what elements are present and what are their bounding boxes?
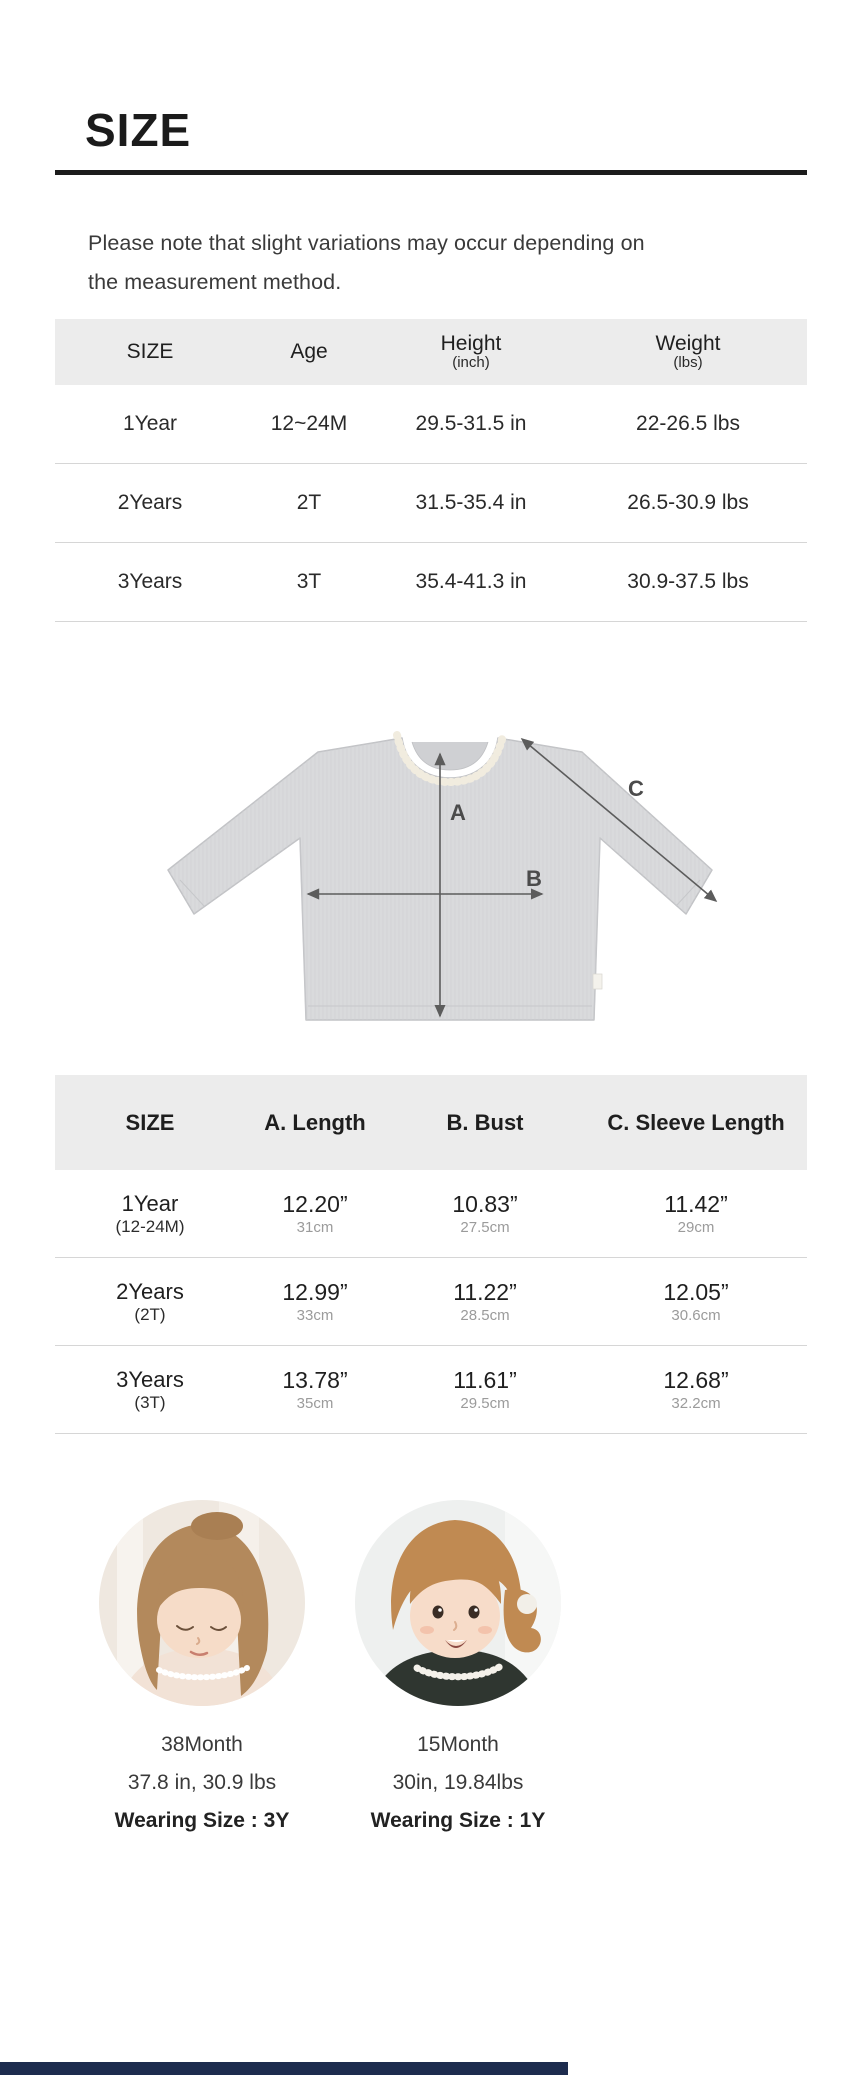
cell-sleeve: 12.68” 32.2cm — [585, 1345, 807, 1434]
cell-age: 3T — [245, 542, 373, 622]
next-section-bar — [0, 2062, 568, 2075]
measurement-table: SIZE A. Length B. Bust C. Sleeve Length … — [55, 1075, 807, 1434]
cell-age: 12~24M — [245, 385, 373, 464]
col-size: SIZE — [55, 319, 245, 385]
table-row: 1Year (12-24M) 12.20” 31cm 10.83” 27.5cm… — [55, 1170, 807, 1258]
table-row: 3Years 3T 35.4-41.3 in 30.9-37.5 lbs — [55, 542, 807, 622]
sleeve-arrow — [520, 737, 718, 903]
cell-length: 12.20” 31cm — [245, 1170, 385, 1258]
cell-sleeve: 11.42” 29cm — [585, 1170, 807, 1258]
note-line-2: the measurement method. — [88, 269, 342, 294]
col-size: SIZE — [55, 1075, 245, 1170]
size-age-table: SIZE Age Height (inch) Weight (lbs) 1Yea… — [55, 319, 807, 622]
cell-length: 12.99” 33cm — [245, 1257, 385, 1346]
model-age: 15Month — [417, 1733, 499, 1756]
cell-bust: 10.83” 27.5cm — [385, 1170, 585, 1258]
cell-size: 3Years (3T) — [55, 1345, 245, 1434]
cell-sleeve: 12.05” 30.6cm — [585, 1257, 807, 1346]
size-table-header-row: SIZE Age Height (inch) Weight (lbs) — [55, 319, 807, 385]
measurement-note: Please note that slight variations may o… — [88, 224, 645, 302]
col-weight: Weight (lbs) — [569, 319, 807, 385]
model-caption-15month: 15Month 30in, 19.84lbs Wearing Size : 1Y — [355, 1726, 561, 1840]
table-row: 2Years (2T) 12.99” 33cm 11.22” 28.5cm 12… — [55, 1257, 807, 1346]
table-row: 2Years 2T 31.5-35.4 in 26.5-30.9 lbs — [55, 463, 807, 543]
col-weight-unit: (lbs) — [673, 354, 703, 371]
cell-bust: 11.22” 28.5cm — [385, 1257, 585, 1346]
cell-size: 1Year — [55, 385, 245, 464]
cell-age: 2T — [245, 463, 373, 543]
model-age: 38Month — [161, 1733, 243, 1756]
table-row: 1Year 12~24M 29.5-31.5 in 22-26.5 lbs — [55, 385, 807, 464]
model-stats: 30in, 19.84lbs — [392, 1771, 524, 1794]
page-title: SIZE — [85, 103, 192, 156]
note-line-1: Please note that slight variations may o… — [88, 230, 645, 255]
col-bust: B. Bust — [385, 1075, 585, 1170]
cell-weight: 22-26.5 lbs — [569, 385, 807, 464]
model-photo-15month — [355, 1500, 561, 1706]
col-age: Age — [245, 319, 373, 385]
cell-weight: 26.5-30.9 lbs — [569, 463, 807, 543]
cell-size: 2Years — [55, 463, 245, 543]
label-b: B — [526, 866, 542, 891]
cell-bust: 11.61” 29.5cm — [385, 1345, 585, 1434]
garment-diagram: A B C — [150, 722, 730, 1037]
cell-size: 1Year (12-24M) — [55, 1170, 245, 1258]
col-height-unit: (inch) — [452, 354, 490, 371]
model-stats: 37.8 in, 30.9 lbs — [127, 1771, 277, 1794]
cell-height: 29.5-31.5 in — [373, 385, 569, 464]
cell-weight: 30.9-37.5 lbs — [569, 542, 807, 622]
model-wearing-size: Wearing Size : 1Y — [370, 1809, 546, 1832]
label-c: C — [628, 776, 644, 801]
side-tag — [592, 973, 603, 990]
cell-height: 35.4-41.3 in — [373, 542, 569, 622]
col-sleeve-length: C. Sleeve Length — [585, 1075, 807, 1170]
model-caption-38month: 38Month 37.8 in, 30.9 lbs Wearing Size :… — [99, 1726, 305, 1840]
col-length: A. Length — [245, 1075, 385, 1170]
cell-size: 3Years — [55, 542, 245, 622]
measurement-header-row: SIZE A. Length B. Bust C. Sleeve Length — [55, 1075, 807, 1170]
model-photo-38month — [99, 1500, 305, 1706]
col-height: Height (inch) — [373, 319, 569, 385]
lace-trim — [393, 731, 507, 787]
cell-length: 13.78” 35cm — [245, 1345, 385, 1434]
title-divider — [55, 170, 807, 175]
cell-height: 31.5-35.4 in — [373, 463, 569, 543]
label-a: A — [450, 800, 466, 825]
cell-size: 2Years (2T) — [55, 1257, 245, 1346]
model-wearing-size: Wearing Size : 3Y — [114, 1809, 290, 1832]
table-row: 3Years (3T) 13.78” 35cm 11.61” 29.5cm 12… — [55, 1345, 807, 1434]
